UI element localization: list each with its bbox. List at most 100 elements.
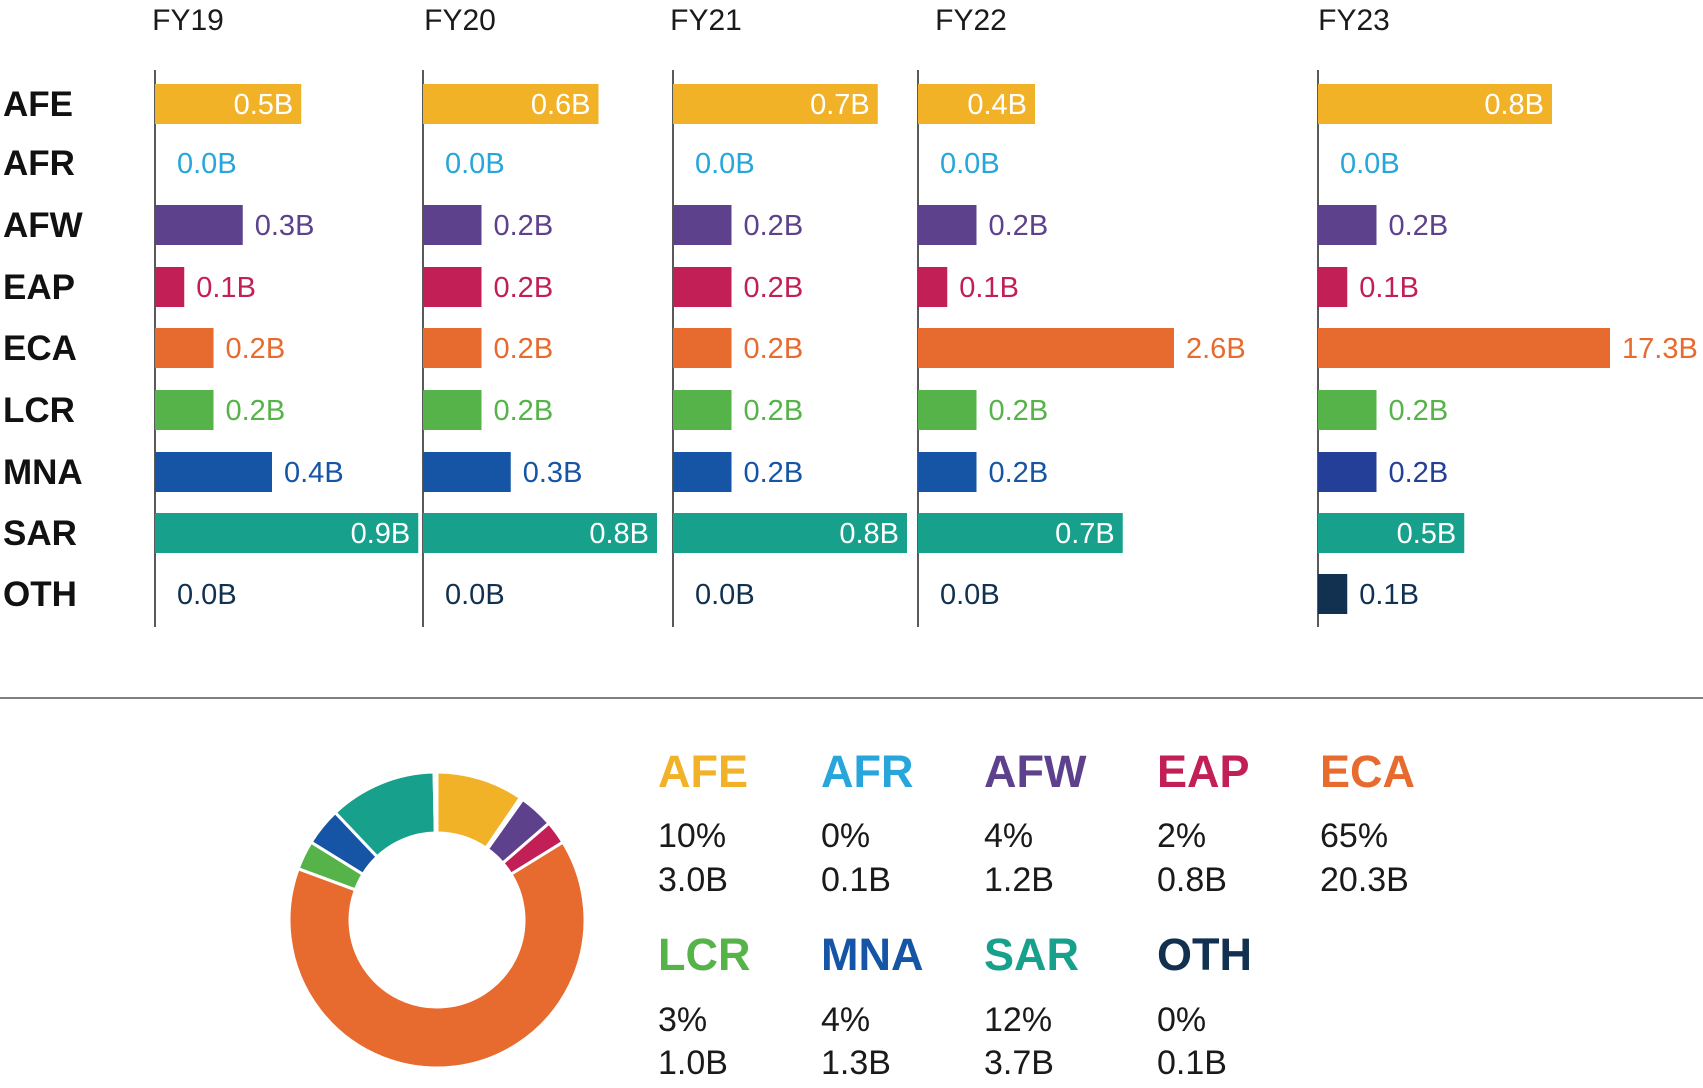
donut-chart xyxy=(287,770,587,1070)
panel-title-fy21: FY21 xyxy=(670,4,742,37)
legend-title-eap: EAP xyxy=(1157,746,1250,797)
bar-label-fy20-oth: 0.0B xyxy=(445,579,505,611)
bar-fy19-afw xyxy=(155,205,243,245)
bar-fy22-afe xyxy=(918,84,1035,124)
bar-fy19-lcr xyxy=(155,390,214,430)
bar-label-fy23-lcr: 0.2B xyxy=(1389,395,1449,427)
legend-value-oth: 0.1B xyxy=(1157,1044,1227,1082)
legend-title-afr: AFR xyxy=(821,746,913,797)
bar-fy23-afe xyxy=(1318,84,1552,124)
region-label-mna: MNA xyxy=(3,453,83,492)
bar-label-fy19-eca: 0.2B xyxy=(226,333,286,365)
legend-title-oth: OTH xyxy=(1157,929,1252,980)
bar-label-fy21-oth: 0.0B xyxy=(695,579,755,611)
bar-label-fy23-eca: 17.3B xyxy=(1622,333,1698,365)
bar-fy19-eca xyxy=(155,328,214,368)
bar-fy23-eap xyxy=(1318,267,1348,307)
donut-slice-eca xyxy=(287,840,587,1070)
legend-value-afw: 1.2B xyxy=(984,861,1054,899)
bar-fy19-sar xyxy=(155,513,419,553)
legend-value-eap: 0.8B xyxy=(1157,861,1227,899)
bar-label-fy20-sar: 0.8B xyxy=(589,518,649,550)
bar-label-fy20-mna: 0.3B xyxy=(523,457,583,489)
bar-label-fy23-sar: 0.5B xyxy=(1397,518,1457,550)
bar-fy19-eap xyxy=(155,267,185,307)
bar-fy23-afw xyxy=(1318,205,1377,245)
bar-fy20-eca xyxy=(423,328,482,368)
bar-label-fy21-sar: 0.8B xyxy=(839,518,899,550)
bar-label-fy22-afr: 0.0B xyxy=(940,148,1000,180)
bar-label-fy22-lcr: 0.2B xyxy=(989,395,1049,427)
region-label-afe: AFE xyxy=(3,85,73,124)
bar-label-fy21-eap: 0.2B xyxy=(744,272,804,304)
bar-fy20-mna xyxy=(423,452,511,492)
bar-label-fy23-afw: 0.2B xyxy=(1389,210,1449,242)
bar-fy22-lcr xyxy=(918,390,977,430)
bar-panels: AFE AFR AFW EAP ECA LCR MNA SAR OTH FY19 0.5B 0.0B 0… xyxy=(3,4,1698,627)
legend-value-eca: 20.3B xyxy=(1320,861,1409,899)
bar-fy22-mna xyxy=(918,452,977,492)
legend-title-mna: MNA xyxy=(821,929,923,980)
bar-fy23-lcr xyxy=(1318,390,1377,430)
legend-item-sar: SAR 12% 3.7B xyxy=(984,929,1079,1082)
legend-value-lcr: 1.0B xyxy=(658,1044,728,1082)
bar-fy22-afw xyxy=(918,205,977,245)
legend-item-afw: AFW 4% 1.2B xyxy=(984,746,1087,899)
region-label-eap: EAP xyxy=(3,268,75,307)
bar-fy23-sar xyxy=(1318,513,1465,553)
legend-percent-afe: 10% xyxy=(658,817,726,855)
legend-title-afw: AFW xyxy=(984,746,1087,797)
bar-label-fy23-eap: 0.1B xyxy=(1359,272,1419,304)
bar-label-fy22-oth: 0.0B xyxy=(940,579,1000,611)
bar-label-fy19-afr: 0.0B xyxy=(177,148,237,180)
bar-label-fy21-afw: 0.2B xyxy=(744,210,804,242)
region-label-lcr: LCR xyxy=(3,391,75,430)
bar-fy19-mna xyxy=(155,452,272,492)
legend-title-sar: SAR xyxy=(984,929,1079,980)
legend-title-lcr: LCR xyxy=(658,929,750,980)
legend-percent-lcr: 3% xyxy=(658,1001,707,1039)
bar-fy21-mna xyxy=(673,452,732,492)
bar-fy22-eap xyxy=(918,267,948,307)
legend-title-eca: ECA xyxy=(1320,746,1415,797)
bar-label-fy19-afe: 0.5B xyxy=(234,89,294,121)
legend-item-eap: EAP 2% 0.8B xyxy=(1157,746,1250,899)
bar-label-fy21-afe: 0.7B xyxy=(810,89,870,121)
legend-item-mna: MNA 4% 1.3B xyxy=(821,929,923,1082)
legend-value-afe: 3.0B xyxy=(658,861,728,899)
bar-label-fy19-mna: 0.4B xyxy=(284,457,344,489)
legend-item-afe: AFE 10% 3.0B xyxy=(658,746,748,899)
panel-fy20: FY20 0.6B 0.0B 0.2B 0.2B 0.2B 0.2B 0.3B0.8B 0.0B xyxy=(422,4,657,627)
bar-label-fy20-eca: 0.2B xyxy=(494,333,554,365)
bar-label-fy22-afw: 0.2B xyxy=(989,210,1049,242)
bar-fy21-sar xyxy=(673,513,907,553)
panel-fy23: FY23 0.8B 0.0B 0.2B 0.1B 17.3B 0.2B 0.2B 0.5B 0.1… xyxy=(1317,4,1698,627)
legend-item-oth: OTH 0% 0.1B xyxy=(1157,929,1252,1082)
legend-percent-mna: 4% xyxy=(821,1001,870,1039)
bar-label-fy20-eap: 0.2B xyxy=(494,272,554,304)
region-label-eca: ECA xyxy=(3,329,77,368)
bar-fy20-afw xyxy=(423,205,482,245)
legend-item-afr: AFR 0% 0.1B xyxy=(821,746,913,899)
legend-percent-afr: 0% xyxy=(821,817,870,855)
bar-label-fy22-eca: 2.6B xyxy=(1186,333,1246,365)
bar-fy21-eca xyxy=(673,328,732,368)
legend-percent-oth: 0% xyxy=(1157,1001,1206,1039)
legend-item-lcr: LCR 3% 1.0B xyxy=(658,929,750,1082)
bar-fy23-eca xyxy=(1318,328,1610,368)
bar-fy23-oth xyxy=(1318,574,1348,614)
bar-label-fy21-mna: 0.2B xyxy=(744,457,804,489)
bar-fy20-eap xyxy=(423,267,482,307)
legend-value-mna: 1.3B xyxy=(821,1044,891,1082)
bar-label-fy20-afw: 0.2B xyxy=(494,210,554,242)
bar-label-fy23-afr: 0.0B xyxy=(1340,148,1400,180)
bar-fy21-eap xyxy=(673,267,732,307)
panel-fy19: FY19 0.5B 0.0B 0.3B 0.1B 0.2B 0.2B 0.4B0.9B 0.0B xyxy=(152,4,419,627)
legend-percent-eca: 65% xyxy=(1320,817,1388,855)
donut-slice-oth xyxy=(432,770,439,835)
bar-label-fy23-afe: 0.8B xyxy=(1484,89,1544,121)
bar-fy20-sar xyxy=(423,513,657,553)
